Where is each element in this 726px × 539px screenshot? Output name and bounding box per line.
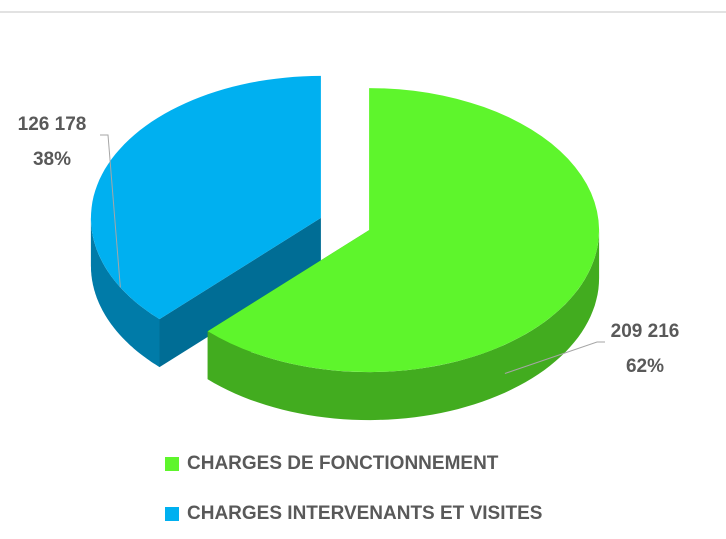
legend-swatch xyxy=(165,507,179,521)
data-label-value: 126 178 xyxy=(18,114,87,135)
pie-slice xyxy=(207,88,600,421)
data-label-percent: 62% xyxy=(626,356,664,377)
legend-label: CHARGES INTERVENANTS ET VISITES xyxy=(187,503,542,524)
slice-top xyxy=(90,75,321,320)
slice-side xyxy=(90,217,160,368)
slice-top xyxy=(207,88,600,373)
legend-swatch xyxy=(165,457,179,471)
data-label-percent: 38% xyxy=(33,149,71,170)
leader-line xyxy=(100,134,121,288)
legend-label: CHARGES DE FONCTIONNEMENT xyxy=(187,453,499,474)
slice-cut-face xyxy=(159,217,321,368)
data-label-value: 209 216 xyxy=(611,321,680,342)
pie-slice xyxy=(90,75,321,368)
leader-line xyxy=(504,341,605,374)
slice-side xyxy=(207,230,600,421)
